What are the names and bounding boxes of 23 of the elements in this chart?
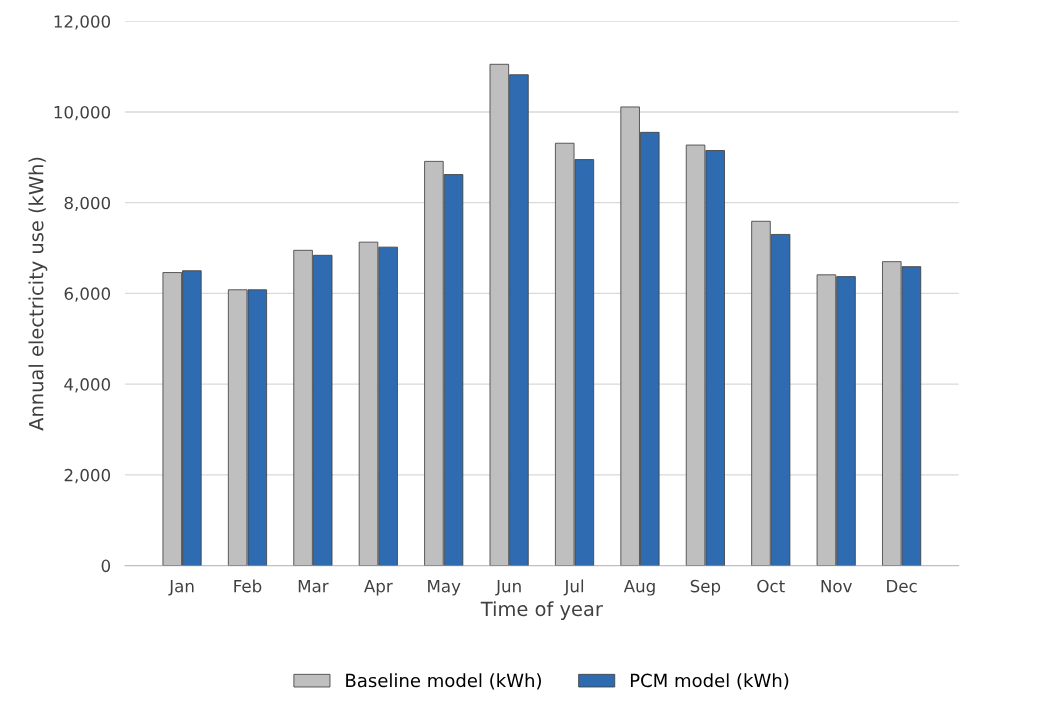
- x-tick-label: Mar: [298, 580, 329, 593]
- x-tick-label: Jan: [168, 580, 194, 596]
- x-tick-label: Jul: [563, 579, 584, 596]
- x-tick-label: Jun: [495, 580, 521, 596]
- x-tick-label: Nov: [821, 580, 852, 593]
- y-tick-label: 6,000: [64, 287, 111, 302]
- y-tick-label: 2,000: [64, 468, 111, 484]
- y-tick-label: 4,000: [64, 378, 111, 393]
- x-axis-title: Time of year: [480, 601, 603, 620]
- x-tick-label: Apr: [364, 580, 393, 596]
- x-tick-label: Aug: [623, 580, 655, 596]
- x-tick-label: Sep: [690, 579, 721, 596]
- y-tick-label: 12,000: [54, 15, 111, 30]
- legend-label: PCM model (kWh): [630, 673, 789, 690]
- x-tick-label: Feb: [234, 579, 262, 593]
- y-tick-label: 0: [101, 559, 111, 573]
- x-tick-label: May: [428, 580, 461, 596]
- y-axis-title: Annual electricity use (kWh): [28, 157, 48, 431]
- legend-label: Baseline model (kWh): [346, 673, 541, 690]
- y-tick-label: 8,000: [64, 196, 111, 211]
- x-tick-label: Dec: [887, 580, 917, 593]
- y-tick-label: 10,000: [54, 105, 111, 121]
- x-tick-label: Oct: [757, 579, 785, 593]
